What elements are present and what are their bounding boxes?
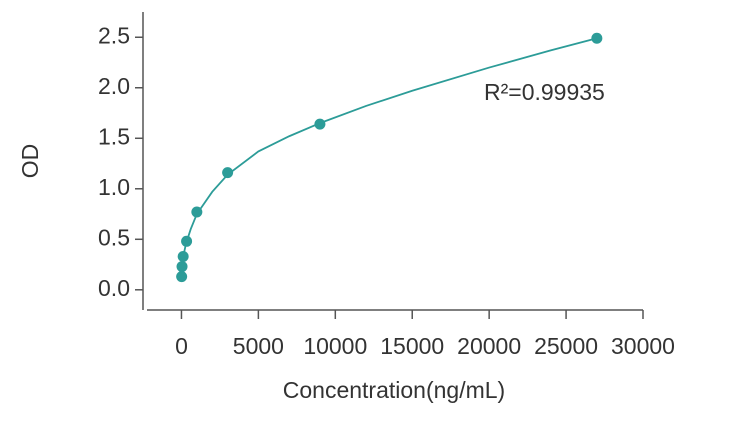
x-tick-label: 25000 [534,333,598,359]
data-point [191,206,203,218]
x-tick-label: 5000 [233,333,284,359]
data-point [222,167,234,179]
y-tick-label: 2.5 [98,22,130,48]
x-tick-label: 20000 [457,333,521,359]
x-tick-label: 15000 [380,333,444,359]
y-tick-label: 2.0 [98,73,130,99]
fit-curve [180,37,598,277]
y-axis-label: OD [17,144,43,179]
y-tick-label: 0.0 [98,275,130,301]
y-tick-label: 1.0 [98,174,130,200]
data-point [314,118,326,130]
data-point [181,235,193,247]
x-axis-label: Concentration(ng/mL) [283,377,505,403]
x-tick-label: 30000 [611,333,675,359]
annotation: R²=0.99935 [484,79,605,105]
y-tick-label: 1.5 [98,123,130,149]
x-tick-label: 0 [175,333,188,359]
data-point [591,32,603,44]
x-tick-label: 10000 [303,333,367,359]
data-point [176,271,188,283]
data-point [177,250,189,262]
data-point [176,261,188,273]
y-tick-label: 0.5 [98,224,130,250]
